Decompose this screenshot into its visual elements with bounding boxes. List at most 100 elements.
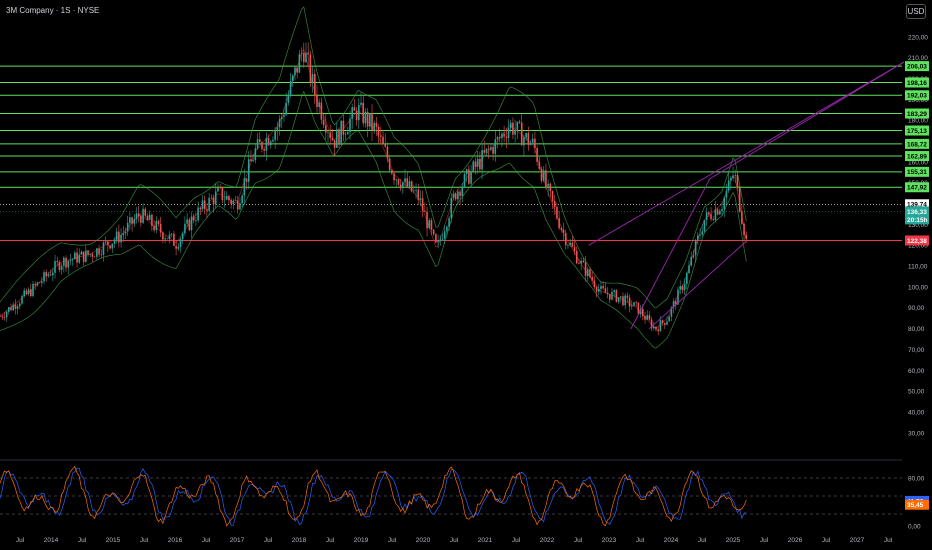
candle-body — [633, 302, 635, 306]
candle-body — [723, 197, 726, 210]
candle-body — [542, 170, 545, 181]
candle-body — [300, 53, 303, 55]
candle-body — [619, 296, 622, 298]
candle-body — [318, 102, 320, 107]
candle-body — [353, 107, 356, 111]
candle-body — [705, 212, 708, 221]
candle-body — [201, 200, 204, 209]
candle-body — [721, 209, 723, 212]
candle-body — [492, 147, 494, 154]
candle-body — [146, 215, 149, 221]
candle-body — [36, 282, 39, 286]
candle-body — [505, 136, 508, 138]
candle-body — [289, 81, 292, 96]
candle-body — [210, 197, 213, 199]
candle-body — [435, 234, 437, 243]
level-tag — [905, 138, 929, 149]
candle-body — [730, 178, 732, 181]
candle-body — [402, 182, 404, 189]
candle-body — [49, 274, 52, 276]
level-tag-label: 198,16 — [907, 80, 927, 87]
candle-body — [457, 191, 459, 200]
candle-body — [261, 142, 263, 150]
candle-body — [657, 329, 660, 332]
candle-body — [430, 220, 433, 230]
candle-body — [113, 240, 116, 244]
x-tick-label: Jul — [140, 537, 149, 544]
candle-body — [699, 234, 701, 236]
candle-body — [701, 231, 704, 235]
candle-body — [741, 211, 743, 224]
x-tick-label: 2014 — [44, 537, 59, 544]
candle-body — [122, 233, 125, 236]
candle-body — [25, 290, 28, 294]
candle-body — [71, 259, 74, 261]
x-tick-label: Jul — [202, 537, 211, 544]
candle-body — [419, 198, 422, 200]
candle-body — [547, 183, 549, 188]
candle-body — [437, 240, 439, 243]
candle-body — [377, 126, 380, 136]
candle-body — [487, 148, 490, 150]
candle-body — [391, 170, 393, 174]
candle-body — [155, 221, 158, 231]
x-tick-label: Jul — [512, 537, 521, 544]
candle-body — [311, 73, 314, 83]
candle-body — [373, 122, 376, 131]
candle-body — [415, 189, 417, 191]
x-tick-label: 2018 — [292, 537, 307, 544]
x-tick-label: 2022 — [540, 537, 555, 544]
osc-series-k — [0, 467, 747, 526]
candle-body — [197, 207, 199, 221]
candle-body — [531, 138, 534, 143]
candle-body — [479, 158, 481, 170]
trendline — [588, 61, 905, 246]
candle-body — [586, 269, 589, 276]
x-tick-label: 2023 — [602, 537, 617, 544]
candle-body — [179, 238, 182, 248]
candle-body — [98, 248, 100, 255]
candle-body — [52, 272, 54, 276]
candle-body — [245, 178, 248, 182]
candle-body — [399, 184, 402, 189]
candle-body — [19, 303, 21, 307]
candle-body — [703, 220, 706, 232]
candle-body — [710, 214, 712, 220]
y-tick-label: 60,00 — [908, 368, 925, 375]
candle-body — [564, 232, 567, 246]
candle-body — [646, 315, 648, 320]
candle-body — [664, 322, 666, 325]
candle-body — [582, 260, 585, 263]
candle-body — [133, 219, 136, 224]
candle-body — [666, 321, 668, 325]
currency-button[interactable]: USD — [906, 4, 926, 19]
candle-body — [556, 206, 558, 219]
candle-body — [600, 286, 602, 289]
candle-body — [523, 137, 525, 146]
candle-body — [578, 263, 580, 264]
candle-body — [93, 256, 96, 258]
candle-body — [388, 158, 391, 171]
candle-body — [250, 159, 252, 162]
candle-body — [584, 262, 587, 276]
candle-body — [514, 129, 516, 135]
candle-body — [265, 138, 268, 151]
candle-body — [225, 196, 228, 200]
candle-body — [135, 213, 138, 220]
candle-body — [320, 102, 323, 120]
prev-close-tag — [905, 199, 929, 210]
x-tick-label: Jul — [78, 537, 87, 544]
y-tick-label: 50,00 — [908, 389, 925, 396]
candle-body — [87, 250, 89, 255]
candle-body — [454, 193, 457, 200]
candle-body — [74, 252, 76, 260]
candle-body — [545, 170, 547, 188]
candle-body — [252, 160, 254, 162]
candle-body — [223, 199, 226, 201]
candle-body — [380, 135, 382, 137]
candle-body — [336, 129, 338, 148]
candle-body — [137, 213, 140, 217]
candle-body — [507, 128, 510, 138]
candle-body — [347, 132, 349, 135]
